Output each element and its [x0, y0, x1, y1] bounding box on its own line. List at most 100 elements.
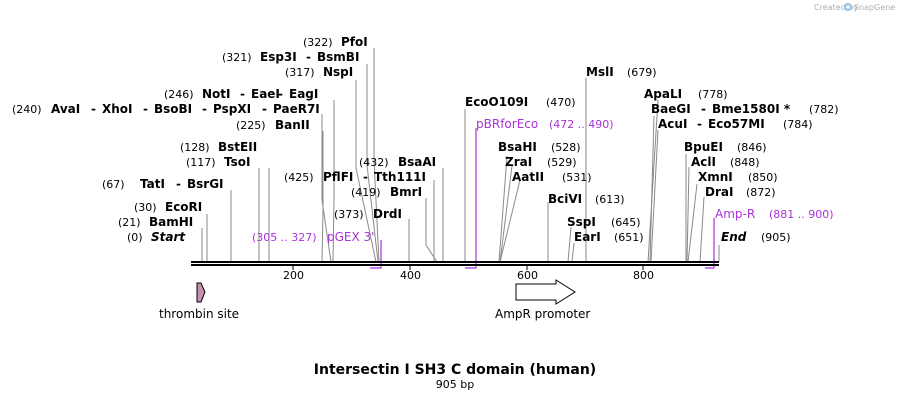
enzyme-tth111i[interactable]: Tth111I [374, 170, 426, 184]
enzyme-drdi[interactable]: DrdI [373, 207, 402, 221]
label-separator: - [143, 102, 148, 116]
sequence-start-label: Start [151, 230, 186, 244]
enzyme-bme1580i[interactable]: Bme1580I * [712, 102, 791, 116]
enzyme-bsteii[interactable]: BstEII [218, 140, 257, 154]
enzyme-position: (419) [351, 186, 381, 199]
enzyme-position: (850) [748, 171, 778, 184]
enzyme-paer7i[interactable]: PaeR7I [273, 102, 320, 116]
enzyme-ecoo109i[interactable]: EcoO109I [465, 95, 528, 109]
enzyme-bsahi[interactable]: BsaHI [498, 140, 537, 154]
credit-text: Created by [814, 3, 858, 12]
enzyme-position: (67) [102, 178, 125, 191]
ruler-tick-200: 200 [283, 269, 304, 282]
enzyme-acui[interactable]: AcuI [658, 117, 687, 131]
enzyme-eagi[interactable]: EagI [289, 87, 318, 101]
enzyme-apali[interactable]: ApaLI [644, 87, 682, 101]
enzyme-ecori[interactable]: EcoRI [165, 200, 202, 214]
enzyme-position: (321) [222, 51, 252, 64]
leader-lines [201, 48, 720, 263]
enzyme-bmri[interactable]: BmrI [390, 185, 422, 199]
enzyme-avai[interactable]: AvaI [51, 102, 80, 116]
enzyme-esp3i[interactable]: Esp3I [260, 50, 297, 64]
label-separator: - [363, 170, 368, 184]
snapgene-logo-icon [844, 3, 852, 11]
enzyme-bpuei[interactable]: BpuEI [684, 140, 723, 154]
label-separator: - [202, 102, 207, 116]
enzyme-xmni[interactable]: XmnI [698, 170, 733, 184]
enzyme-bsmbi[interactable]: BsmBI [317, 50, 359, 64]
label-separator: - [91, 102, 96, 116]
ruler-tick-800: 800 [633, 269, 654, 282]
enzyme-position: (322) [303, 36, 333, 49]
feature-thrombin-site-label: thrombin site [159, 307, 239, 321]
enzyme-eari[interactable]: EarI [574, 230, 601, 244]
enzyme-noti[interactable]: NotI [202, 87, 231, 101]
enzyme-bsaai[interactable]: BsaAI [398, 155, 436, 169]
primer-ampr-marker [705, 218, 715, 269]
enzyme-position: (529) [547, 156, 577, 169]
enzyme-pfoi[interactable]: PfoI [341, 35, 368, 49]
map-title: Intersectin I SH3 C domain (human) [314, 362, 596, 378]
enzyme-position: (613) [595, 193, 625, 206]
primer-pbrforeco-range: (472 .. 490) [549, 118, 614, 131]
enzyme-bsobi[interactable]: BsoBI [154, 102, 192, 116]
ampr-promoter-arrow-icon[interactable] [515, 279, 576, 305]
primer-pgex3-marker [370, 240, 382, 269]
enzyme-pflfi[interactable]: PflFI [323, 170, 353, 184]
enzyme-position: (846) [737, 141, 767, 154]
primer-markers [370, 128, 715, 269]
enzyme-eaei[interactable]: EaeI [251, 87, 280, 101]
enzyme-tati[interactable]: TatI [140, 177, 165, 191]
enzyme-sspi[interactable]: SspI [567, 215, 596, 229]
primer-pgex3-label[interactable]: pGEX 3' [327, 230, 374, 244]
enzyme-zrai[interactable]: ZraI [505, 155, 532, 169]
brand-text: SnapGene [854, 3, 895, 12]
enzyme-pspxi[interactable]: PspXI [213, 102, 251, 116]
enzyme-tsoi[interactable]: TsoI [224, 155, 250, 169]
enzyme-position: (246) [164, 88, 194, 101]
enzyme-position: (905) [761, 231, 791, 244]
enzyme-position: (778) [698, 88, 728, 101]
enzyme-position: (225) [236, 119, 266, 132]
enzyme-position: (531) [562, 171, 592, 184]
enzyme-position: (651) [614, 231, 644, 244]
enzyme-xhoi[interactable]: XhoI [102, 102, 133, 116]
label-separator: - [262, 102, 267, 116]
enzyme-acli[interactable]: AclI [691, 155, 716, 169]
sequence-end-label: End [721, 230, 747, 244]
enzyme-position: (848) [730, 156, 760, 169]
label-separator: - [701, 102, 706, 116]
primer-pbrforeco-label[interactable]: pBRforEco [476, 117, 538, 131]
label-separator: - [176, 177, 181, 191]
enzyme-position: (782) [809, 103, 839, 116]
enzyme-position: (432) [359, 156, 389, 169]
label-separator: - [278, 87, 283, 101]
enzyme-drai[interactable]: DraI [705, 185, 733, 199]
primer-ampr-range: (881 .. 900) [769, 208, 834, 221]
primer-pbrforeco-marker [465, 128, 477, 269]
thrombin-site-arrow-icon[interactable] [196, 282, 206, 303]
enzyme-bcivi[interactable]: BciVI [548, 192, 582, 206]
enzyme-position: (30) [134, 201, 157, 214]
enzyme-nspi[interactable]: NspI [323, 65, 353, 79]
enzyme-aatii[interactable]: AatII [512, 170, 544, 184]
enzyme-eco57mi[interactable]: Eco57MI [708, 117, 765, 131]
enzyme-position: (117) [186, 156, 216, 169]
enzyme-bamhi[interactable]: BamHI [149, 215, 193, 229]
enzyme-position: (21) [118, 216, 141, 229]
enzyme-banii[interactable]: BanII [275, 118, 310, 132]
enzyme-position: (645) [611, 216, 641, 229]
enzyme-position: (784) [783, 118, 813, 131]
label-separator: - [306, 50, 311, 64]
primer-ampr-label[interactable]: Amp-R [715, 207, 755, 221]
primer-pgex3-range: (305 .. 327) [252, 231, 317, 244]
enzyme-bsrgi[interactable]: BsrGI [187, 177, 224, 191]
enzyme-baegi[interactable]: BaeGI [651, 102, 691, 116]
label-separator: - [697, 117, 702, 131]
enzyme-position: (679) [627, 66, 657, 79]
enzyme-msli[interactable]: MslI [586, 65, 614, 79]
feature-ampr-promoter-label: AmpR promoter [495, 307, 590, 321]
enzyme-position: (872) [746, 186, 776, 199]
enzyme-position: (240) [12, 103, 42, 116]
